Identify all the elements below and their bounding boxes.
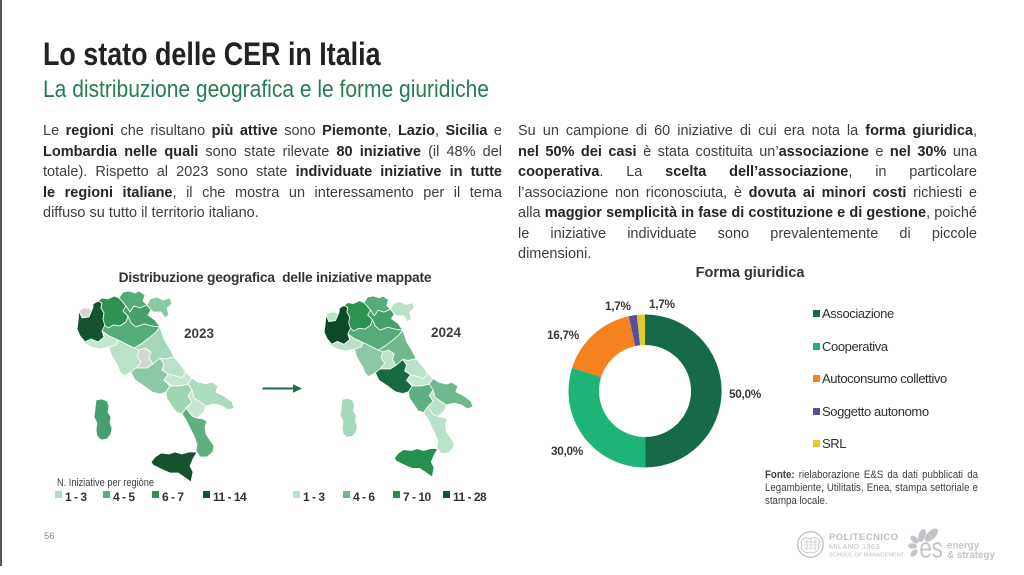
svg-text:& strategy: & strategy	[947, 550, 995, 561]
svg-text:energy: energy	[947, 541, 980, 552]
svg-text:POLITECNICO: POLITECNICO	[829, 532, 899, 543]
svg-text:MILANO 1863: MILANO 1863	[829, 542, 880, 551]
svg-text:es: es	[919, 533, 942, 562]
svg-text:SCHOOL OF MANAGEMENT: SCHOOL OF MANAGEMENT	[829, 553, 905, 559]
